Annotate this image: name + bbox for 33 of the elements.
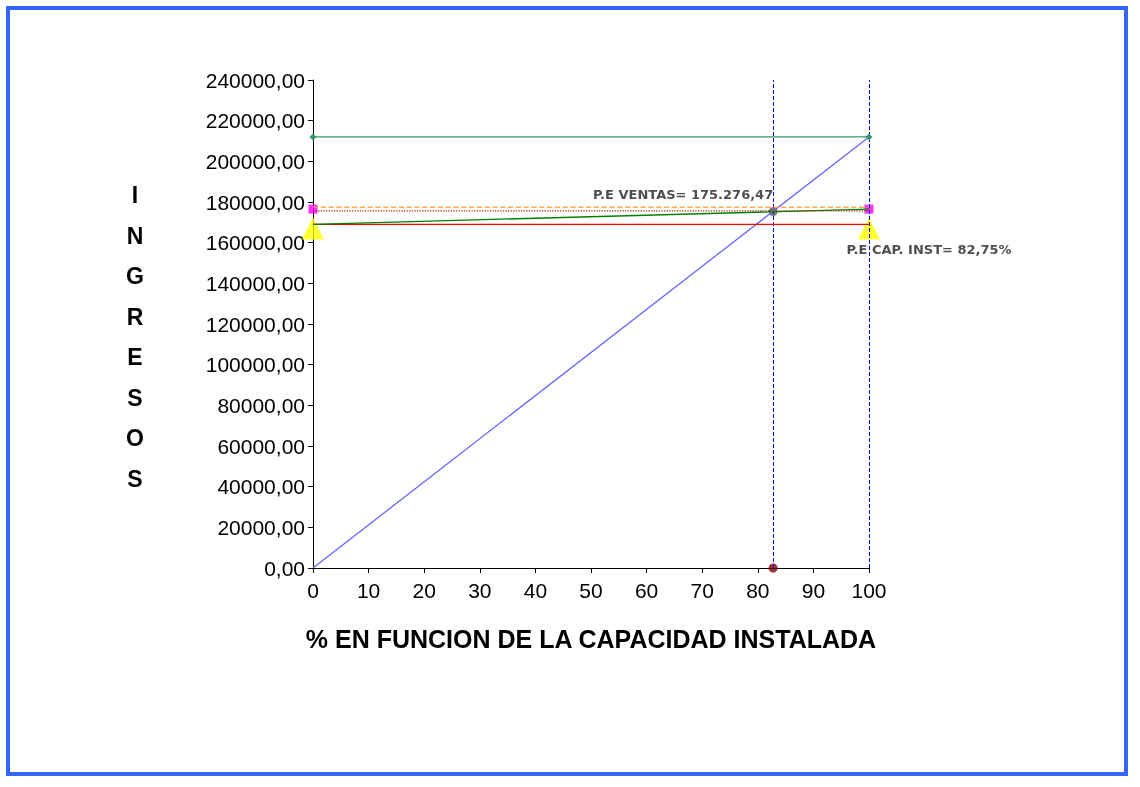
x-tick-label: 0	[307, 579, 319, 602]
x-tick-label: 20	[412, 579, 436, 602]
x-axis-title: % EN FUNCION DE LA CAPACIDAD INSTALADA	[305, 624, 877, 653]
x-tick-label: 10	[356, 579, 381, 602]
x-tick-label: 80	[746, 579, 770, 602]
x-tick-label: 70	[690, 579, 714, 602]
point	[309, 133, 317, 141]
y-tick-label: 80000,00	[217, 393, 305, 417]
annotation: P.E VENTAS= 175.276,47	[592, 186, 774, 202]
x-tick-label: 50	[579, 579, 603, 602]
point	[768, 563, 778, 573]
x-tick-label: 40	[523, 579, 548, 602]
x-tick-label: 30	[468, 579, 492, 602]
point	[865, 133, 873, 141]
y-tick-label: 220000,00	[205, 109, 305, 133]
annotation: P.E CAP. INST= 82,75%	[846, 242, 1012, 258]
y-tick-label: 0,00	[264, 556, 305, 580]
y-tick-label: 240000,00	[205, 68, 305, 92]
point	[858, 217, 880, 240]
y-tick-label: 100000,00	[205, 353, 305, 377]
y-tick-label: 60000,00	[217, 434, 305, 458]
y-tick-label: 120000,00	[205, 312, 305, 336]
y-tick-label: 140000,00	[205, 271, 305, 295]
y-tick-label: 40000,00	[217, 475, 305, 499]
y-tick-label: 200000,00	[205, 149, 305, 173]
y-tick-label: 180000,00	[205, 190, 305, 214]
point	[302, 217, 324, 240]
x-tick-label: 60	[634, 579, 659, 602]
y-tick-label: 20000,00	[217, 515, 305, 539]
x-tick-label: 100	[851, 579, 887, 602]
x-tick-label: 90	[801, 579, 826, 602]
y-axis-title: INGRESOS	[126, 182, 144, 492]
y-tick-label: 160000,00	[205, 231, 305, 255]
